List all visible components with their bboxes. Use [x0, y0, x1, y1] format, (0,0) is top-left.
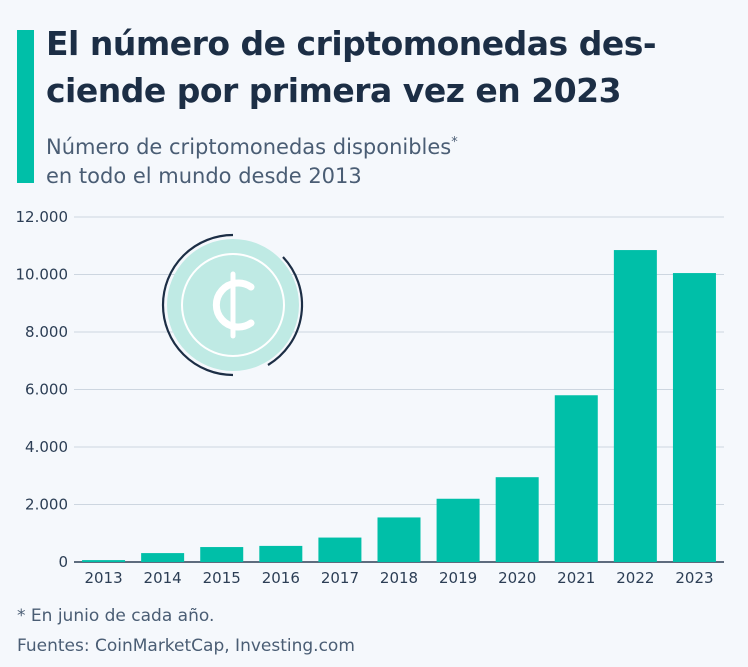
x-tick-label: 2016: [262, 569, 300, 587]
footnote: * En junio de cada año.: [17, 606, 215, 626]
bar-2021: [554, 395, 598, 562]
coin-inner-ring: [181, 253, 285, 357]
y-tick-label: 8.000: [25, 323, 68, 341]
accent-bar: [17, 30, 34, 183]
bar-2016: [259, 545, 303, 562]
chart-subtitle: Número de criptomonedas disponibles* en t…: [46, 128, 726, 191]
bar-2019: [436, 498, 480, 562]
cent-symbol-curve: [212, 279, 255, 331]
x-tick-label: 2015: [203, 569, 241, 587]
x-tick-label: 2014: [144, 569, 182, 587]
bar-2020: [495, 477, 539, 562]
coin-arc-right: [267, 256, 304, 366]
x-tick-label: 2017: [321, 569, 359, 587]
y-tick-label: 4.000: [25, 438, 68, 456]
bar-2018: [377, 517, 421, 562]
bars: [82, 250, 716, 562]
x-tick-label: 2020: [498, 569, 536, 587]
cent-coin-icon: [161, 233, 304, 377]
x-tick-label: 2019: [439, 569, 477, 587]
bar-2014: [141, 553, 185, 562]
bar-2022: [613, 250, 657, 562]
source-credit: Fuentes: CoinMarketCap, Investing.com: [17, 636, 355, 656]
bar-2023: [672, 273, 716, 562]
x-tick-label: 2018: [380, 569, 418, 587]
x-tick-label: 2013: [84, 569, 122, 587]
chart-title: El número de criptomonedas des-ciende po…: [46, 24, 657, 110]
y-axis-labels: 0 2.000 4.000 6.000 8.000 10.000 12.000: [16, 208, 69, 571]
y-tick-label: 6.000: [25, 381, 68, 399]
y-tick-label: 10.000: [16, 266, 69, 284]
bar-2013: [82, 560, 126, 562]
x-axis-labels: 2013 2014 2015 2016 2017 2018 2019 2020 2021 2022…: [84, 569, 713, 587]
bar-2017: [318, 537, 362, 562]
x-tick-label: 2023: [675, 569, 713, 587]
y-tick-label: 0: [58, 553, 68, 571]
x-tick-label: 2022: [616, 569, 654, 587]
subtitle-footnote-mark: *: [451, 135, 458, 150]
coin-arc-left: [161, 233, 234, 377]
subtitle-line-2: en todo el mundo desde 2013: [46, 164, 362, 188]
y-tick-label: 12.000: [16, 208, 69, 226]
subtitle-line-1: Número de criptomonedas disponibles: [46, 135, 452, 159]
x-tick-label: 2021: [557, 569, 595, 587]
y-tick-label: 2.000: [25, 496, 68, 514]
bar-2015: [200, 547, 244, 562]
